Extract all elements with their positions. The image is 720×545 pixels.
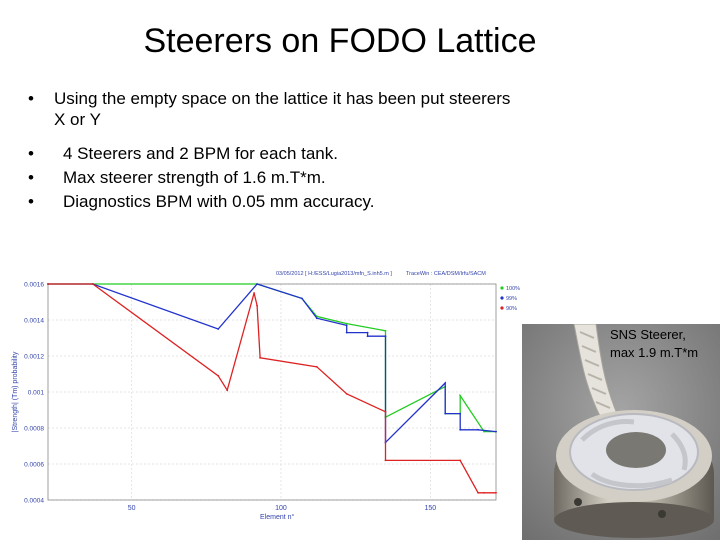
chart-header-date: 03/05/2012 [ H:/ESS/Lugia2013/mfn_S.inh5… [276, 271, 392, 277]
tape-wraps [580, 419, 688, 489]
cable-braid-marks [579, 331, 611, 409]
x-axis-label: Element n° [260, 513, 295, 521]
bullet-text-1: Using the empty space on the lattice it … [54, 89, 511, 108]
y-tick-label: 0.0016 [24, 282, 44, 289]
y-tick-label: 0.0004 [24, 498, 44, 505]
series-line-99pct [48, 283, 497, 444]
data-point [345, 392, 348, 395]
data-point [345, 324, 348, 327]
data-point [384, 329, 387, 332]
data-point [495, 491, 497, 494]
data-point [315, 317, 318, 320]
data-point [459, 394, 462, 397]
bullet-text-3: Max steerer strength of 1.6 m.T*m. [63, 168, 326, 187]
data-point [345, 331, 348, 334]
data-point [91, 283, 94, 285]
data-point [256, 304, 258, 307]
y-tick-label: 0.0008 [24, 426, 44, 433]
data-point [477, 491, 479, 494]
chart-background [8, 268, 520, 534]
chart-header-tracewin: TraceWin : CEA/DSM/Irfu/SACM [406, 271, 486, 277]
chart-axes: 0.0004 0.0006 0.0008 0.001 0.0012 0.0014 0.001… [24, 282, 497, 512]
bullet-text-4: Diagnostics BPM with 0.05 mm accuracy. [63, 192, 375, 211]
y-tick-label: 0.0006 [24, 462, 44, 469]
bullet-glyph: • [28, 89, 34, 108]
legend-marker [500, 296, 504, 300]
x-tick-label: 100 [275, 505, 287, 512]
steerer-strength-chart: 03/05/2012 [ H:/ESS/Lugia2013/mfn_S.inh5… [8, 268, 520, 534]
chart-legend: 100% 99% 90% [500, 286, 520, 312]
bullet-text-1-continued: X or Y [54, 110, 101, 129]
data-point [459, 412, 462, 415]
steerer-base [554, 502, 714, 538]
data-point [459, 428, 462, 431]
data-point [300, 297, 303, 300]
data-point [345, 322, 348, 325]
bullet-text-2: 4 Steerers and 2 BPM for each tank. [63, 144, 338, 163]
bullet-glyph: • [28, 144, 34, 163]
legend-marker [500, 286, 504, 290]
photo-caption: SNS Steerer, max 1.9 m.T*m [610, 327, 699, 360]
steerer-bore [606, 432, 666, 468]
data-point [366, 331, 369, 334]
x-tick-label: 150 [424, 505, 436, 512]
data-point [444, 382, 447, 384]
y-tick-label: 0.0014 [24, 318, 44, 325]
chart-svg: 03/05/2012 [ H:/ESS/Lugia2013/mfn_S.inh5… [8, 268, 520, 534]
data-point [459, 459, 462, 462]
data-point [477, 428, 479, 431]
data-point [483, 491, 485, 494]
x-tick-label: 50 [128, 505, 136, 512]
data-point [444, 412, 447, 415]
legend-label: 100% [506, 286, 520, 292]
data-point [253, 292, 255, 294]
data-point [366, 335, 369, 338]
data-point [259, 356, 261, 359]
y-tick-label: 0.0012 [24, 354, 44, 361]
data-point [256, 283, 258, 285]
screw-hole [574, 498, 582, 506]
data-point [495, 430, 497, 433]
slide-title: Steerers on FODO Lattice [143, 22, 537, 60]
data-point [384, 459, 387, 462]
sns-steerer-photo [522, 323, 720, 540]
chart-series [47, 283, 497, 494]
bullet-glyph: • [28, 192, 34, 211]
screw-hole [658, 510, 666, 518]
data-point [384, 335, 387, 338]
bullet-glyph: • [28, 168, 34, 187]
data-point [226, 389, 229, 392]
data-point [217, 374, 220, 377]
legend-marker [500, 306, 504, 310]
legend-label: 99% [506, 296, 517, 302]
data-point [47, 283, 49, 285]
data-point [384, 410, 387, 413]
data-point [217, 328, 220, 330]
plot-frame [47, 283, 497, 501]
legend-label: 90% [506, 306, 517, 312]
steerer-illustration [522, 323, 720, 540]
data-point [315, 365, 318, 368]
y-tick-label: 0.001 [28, 390, 45, 397]
data-point [483, 430, 485, 433]
y-axis-label: |Strength| (Tm) probability [12, 351, 19, 432]
